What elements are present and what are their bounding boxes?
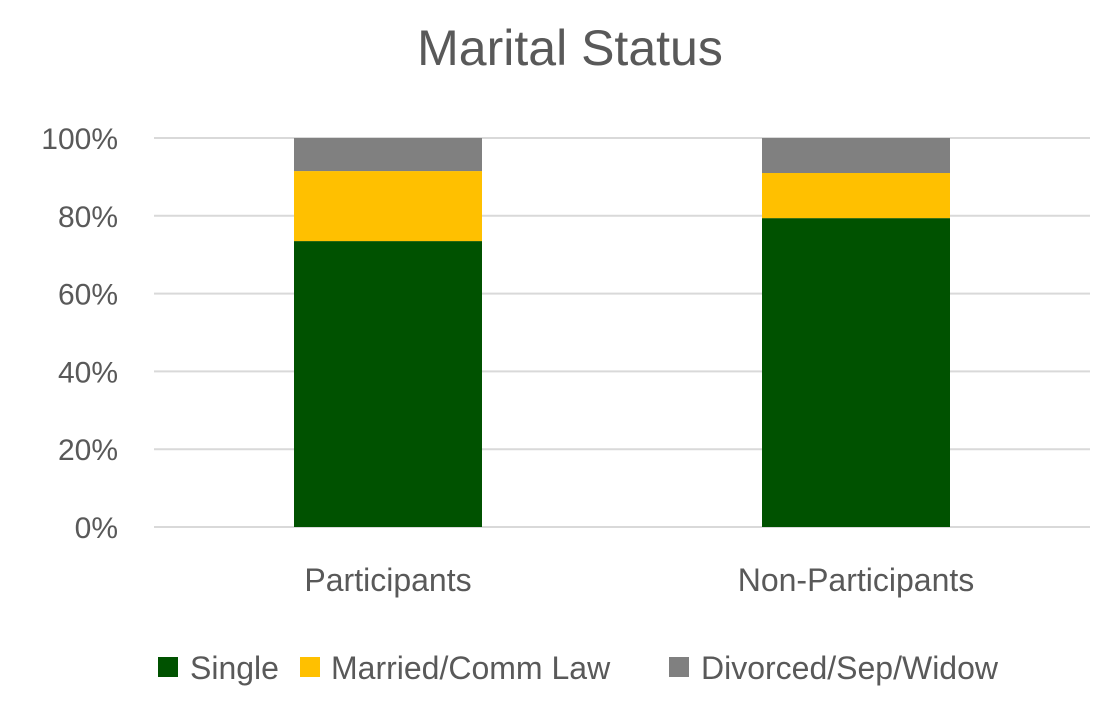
x-axis-labels: Participants Non-Participants	[304, 562, 974, 598]
legend-marker	[300, 657, 320, 677]
legend-item-divorced-sep-widow: Divorced/Sep/Widow	[669, 650, 999, 686]
x-category-label: Non-Participants	[738, 562, 975, 598]
y-tick-label: 60%	[58, 279, 118, 312]
legend-label: Single	[190, 650, 279, 686]
legend-label: Divorced/Sep/Widow	[701, 650, 999, 686]
chart-title: Marital Status	[417, 20, 723, 76]
x-category-label: Participants	[304, 562, 471, 598]
y-tick-label: 100%	[41, 123, 118, 156]
bar-segment-married-comm-law	[762, 173, 950, 219]
y-axis-labels: 0% 20% 40% 60% 80% 100%	[41, 123, 118, 545]
y-tick-label: 0%	[75, 512, 118, 545]
bar-segment-married-comm-law	[294, 171, 482, 242]
legend: Single Married/Comm Law Divorced/Sep/Widow	[158, 650, 999, 686]
bars	[294, 138, 950, 527]
legend-item-married-comm-law: Married/Comm Law	[300, 650, 611, 686]
y-tick-label: 40%	[58, 356, 118, 389]
y-tick-label: 20%	[58, 434, 118, 467]
y-tick-label: 80%	[58, 201, 118, 234]
bar-segment-divorced-sep-widow	[294, 138, 482, 172]
legend-item-single: Single	[158, 650, 279, 686]
legend-label: Married/Comm Law	[331, 650, 611, 686]
legend-marker	[158, 657, 178, 677]
bar-segment-divorced-sep-widow	[762, 138, 950, 174]
legend-marker	[669, 657, 689, 677]
bar-segment-single	[294, 241, 482, 527]
bar-segment-single	[762, 218, 950, 527]
